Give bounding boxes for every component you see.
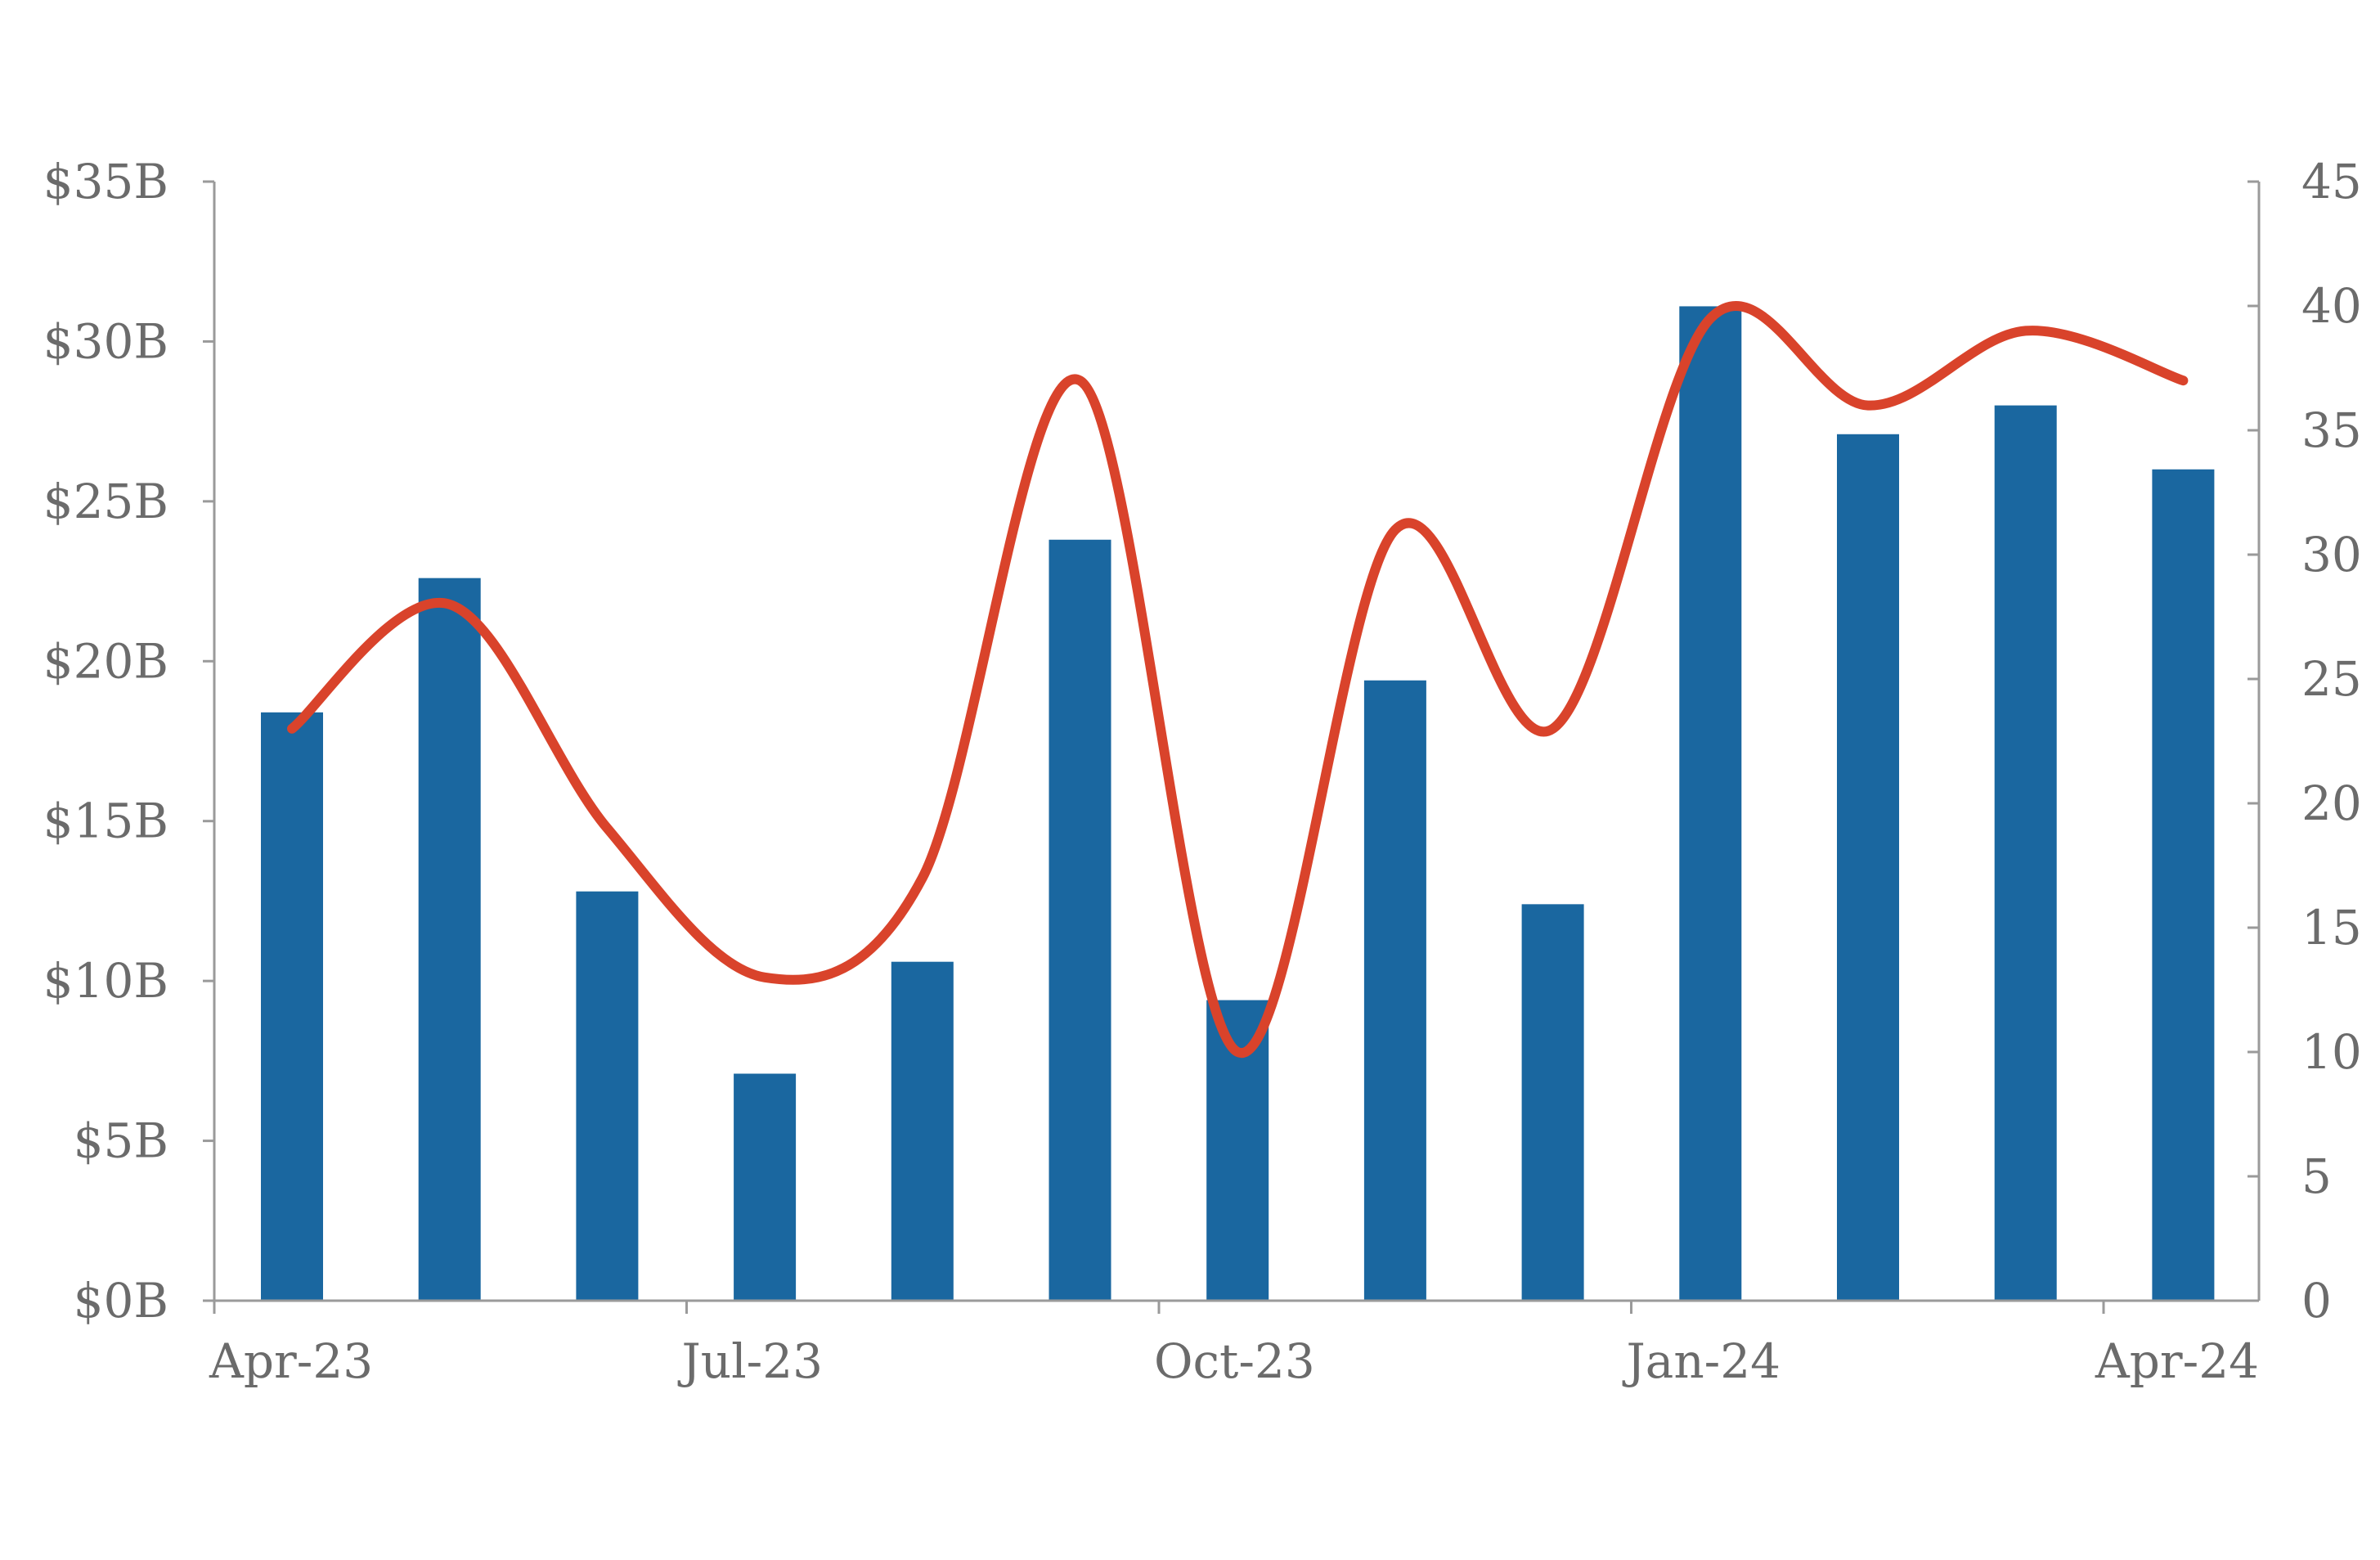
- right-y-tick-label: 15: [2301, 900, 2362, 955]
- x-axis-ticks: Apr-23 Jul-23 Oct-23 Jan-24 Apr-24: [209, 1301, 2259, 1389]
- right-y-axis-ticks: 0 5 10 15 20 25 30 35 40 45: [2248, 154, 2362, 1328]
- left-y-tick-label: $20B: [43, 633, 168, 689]
- right-y-tick-label: 20: [2301, 776, 2362, 831]
- right-y-tick-label: 45: [2301, 154, 2362, 209]
- x-tick-label: Apr-23: [209, 1333, 373, 1389]
- right-y-tick-label: 5: [2301, 1149, 2332, 1204]
- axes: [213, 182, 2261, 1302]
- bar-Nov-23: [1363, 680, 1426, 1301]
- bar-series: [261, 306, 2215, 1301]
- bar-Sep-23: [1049, 539, 1111, 1301]
- left-y-tick-label: $5B: [74, 1113, 168, 1169]
- left-y-tick-label: $25B: [43, 474, 168, 529]
- right-y-tick-label: 30: [2301, 527, 2362, 582]
- left-y-tick-label: $30B: [43, 313, 168, 369]
- left-y-tick-label: $0B: [74, 1273, 168, 1328]
- bar-Jun-23: [576, 891, 639, 1301]
- right-y-tick-label: 0: [2301, 1273, 2332, 1328]
- bar-Mar-24: [1994, 405, 2057, 1301]
- bar-Feb-24: [1837, 434, 1899, 1301]
- right-y-tick-label: 40: [2301, 278, 2362, 334]
- left-y-tick-label: $15B: [43, 793, 168, 849]
- left-y-axis-ticks: $0B $5B $10B $15B $20B $25B $30B $35B: [43, 154, 214, 1328]
- right-y-tick-label: 35: [2301, 402, 2362, 458]
- right-y-tick-label: 25: [2301, 651, 2362, 707]
- right-y-tick-label: 10: [2301, 1024, 2362, 1080]
- bar-Dec-23: [1521, 904, 1584, 1301]
- bar-May-23: [418, 578, 481, 1301]
- bar-Jul-23: [734, 1073, 797, 1301]
- left-y-tick-label: $10B: [43, 953, 168, 1009]
- x-tick-label: Jul-23: [678, 1333, 824, 1389]
- x-tick-label: Jan-24: [1623, 1333, 1781, 1389]
- bar-Apr-23: [261, 712, 323, 1301]
- bar-Aug-23: [891, 961, 954, 1301]
- bar-Apr-24: [2152, 469, 2215, 1301]
- bar-Jan-24: [1679, 306, 1742, 1301]
- line-series-path: [287, 301, 2189, 1058]
- x-tick-label: Oct-23: [1154, 1333, 1315, 1389]
- x-tick-label: Apr-24: [2095, 1333, 2259, 1389]
- bar-Oct-23: [1206, 1000, 1269, 1301]
- line-series: [287, 301, 2189, 1058]
- left-y-tick-label: $35B: [43, 154, 168, 209]
